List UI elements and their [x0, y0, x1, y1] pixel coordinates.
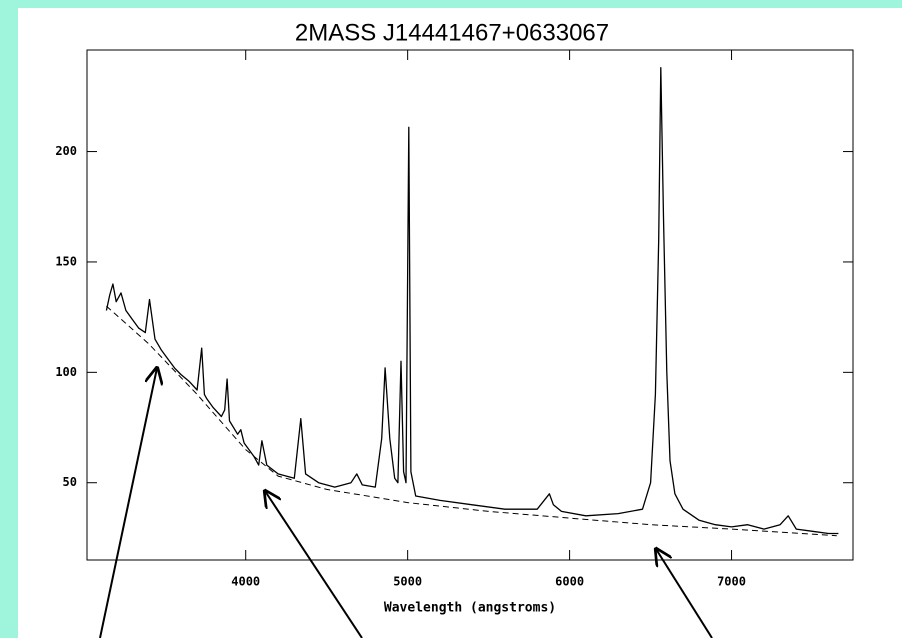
- plot: 4000 5000 6000 7000 50 100 150 200: [55, 50, 853, 589]
- annotation-arrow: [265, 491, 363, 638]
- panel: [18, 8, 902, 638]
- y-tick-label: 50: [63, 475, 77, 489]
- annotation-arrow: [99, 368, 157, 638]
- x-axis-label: Wavelength (angstroms): [384, 601, 556, 616]
- x-tick-label: 5000: [393, 575, 422, 589]
- spectrum-line: [105, 67, 839, 535]
- continuum-line: [106, 305, 837, 537]
- y-tick-label: 150: [55, 254, 77, 268]
- y-tick-label: 200: [55, 144, 77, 158]
- x-tick-label: 6000: [555, 575, 584, 589]
- x-tick-label: 7000: [717, 575, 746, 589]
- y-tick-label: 100: [55, 365, 77, 379]
- x-tick-label: 4000: [231, 575, 260, 589]
- plot-frame: [86, 49, 854, 561]
- annotation-arrow: [656, 549, 713, 638]
- chart-title: 2MASS J14441467+0633067: [295, 19, 609, 46]
